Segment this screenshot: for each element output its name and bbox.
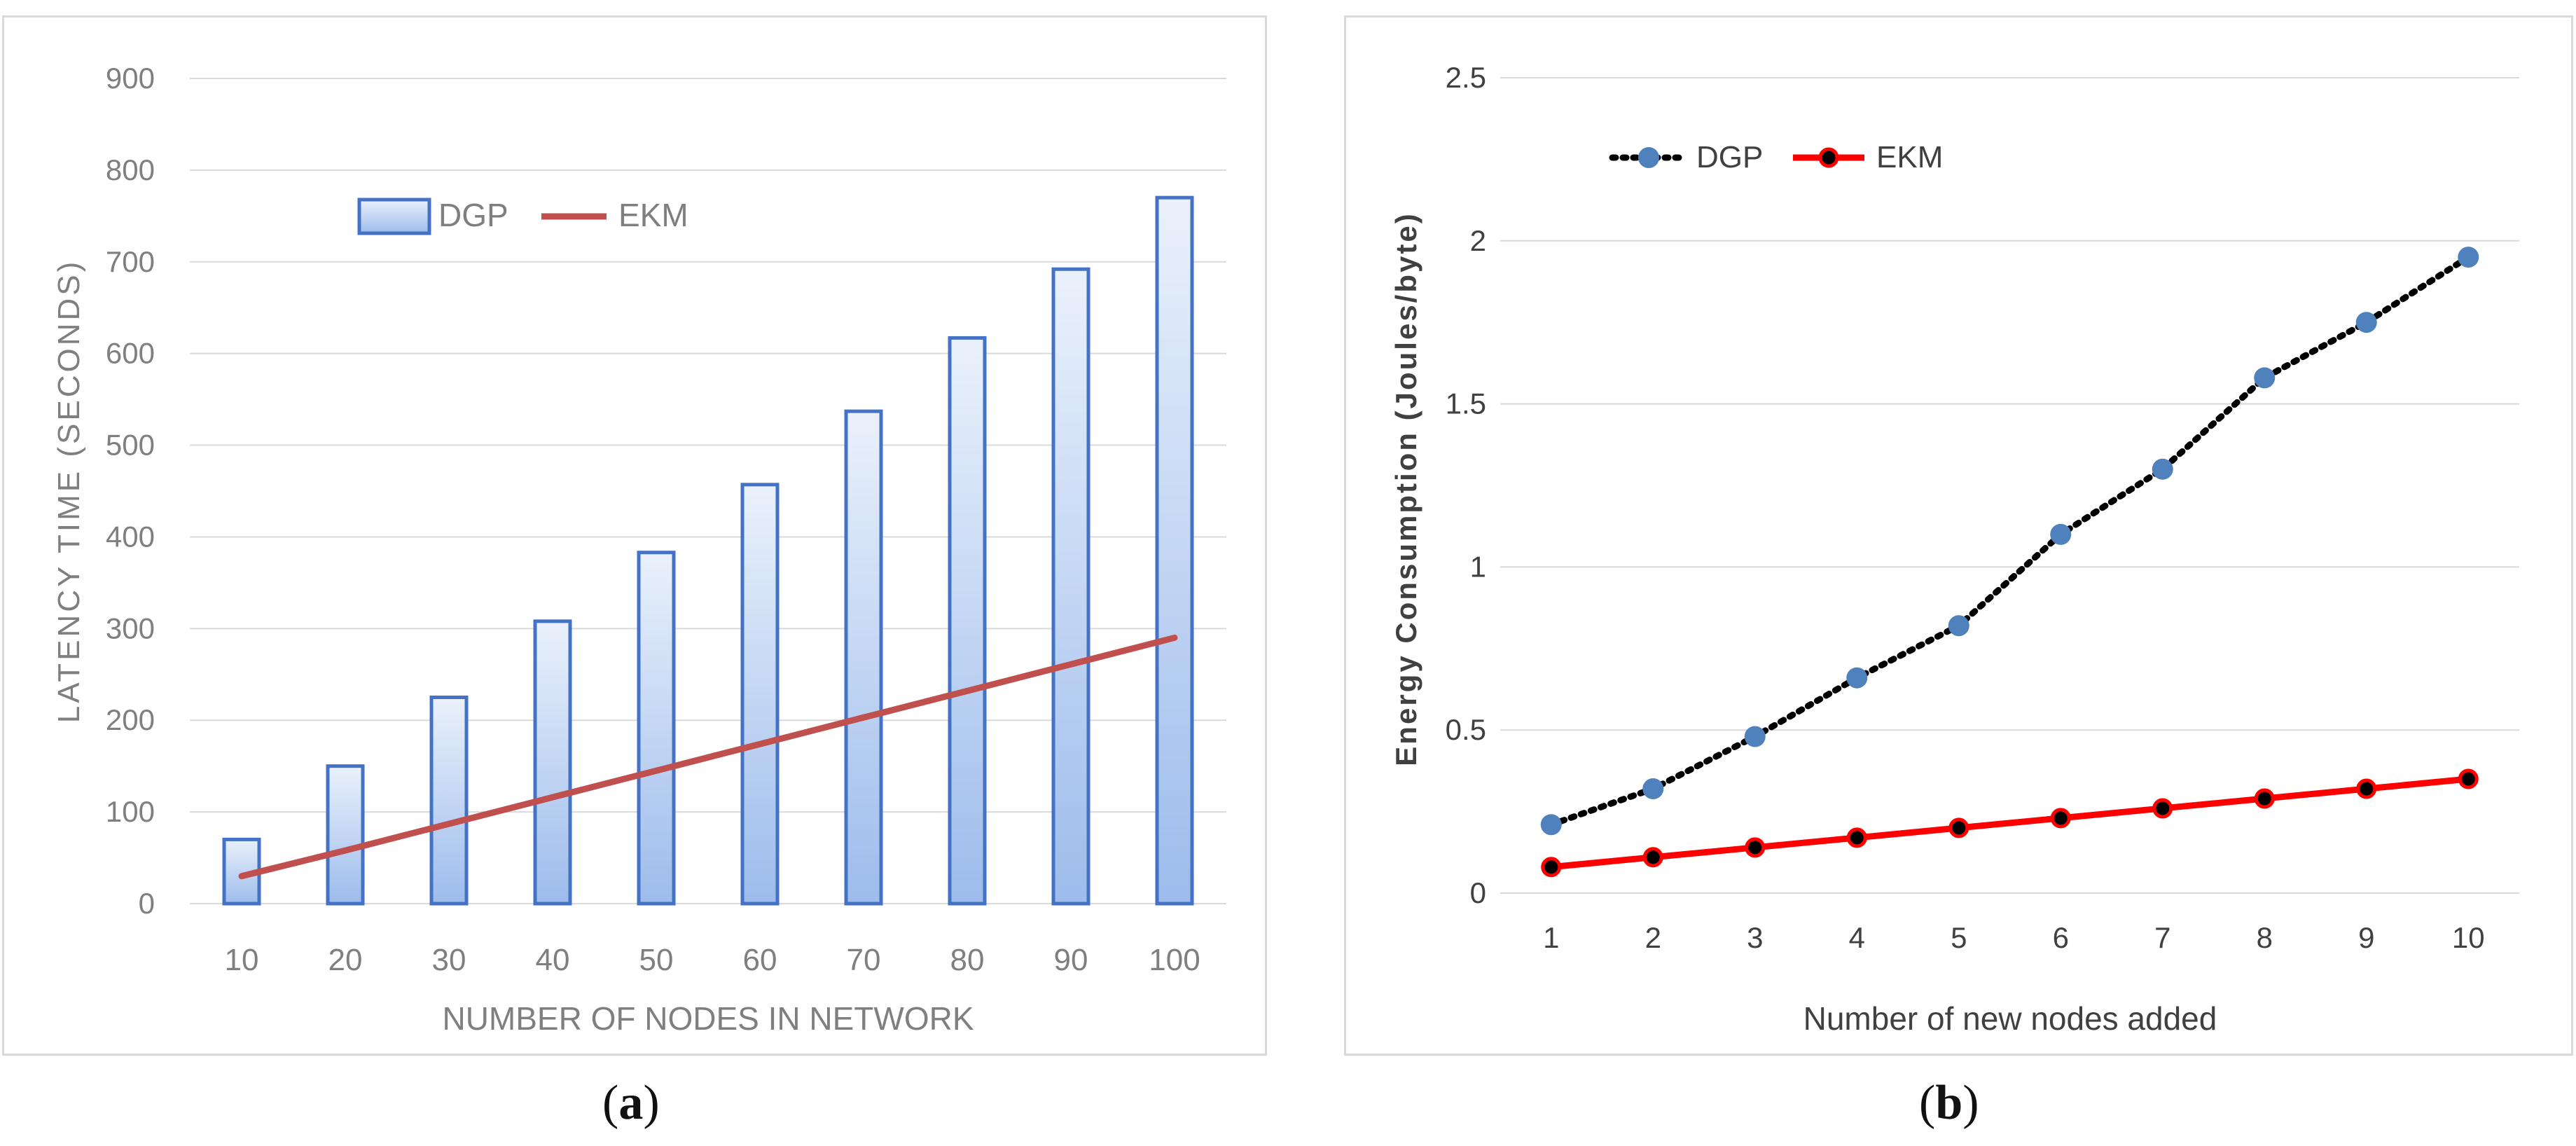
caption-a: (a) xyxy=(602,1076,660,1130)
y-tick-label: 2.5 xyxy=(1446,61,1486,94)
chart-panel-b: 0 0.5 1 1.5 2 2.5 1 2 3 4 5 6 7 8 9 10 Number of new nod… xyxy=(1344,15,2573,1056)
y-tick-label: 100 xyxy=(106,795,155,828)
y-tick-label: 500 xyxy=(106,429,155,462)
chart-panel-a: 0 100 200 300 400 500 600 700 800 900 10 20 30 40 50 60… xyxy=(2,15,1267,1056)
x-tick-label: 3 xyxy=(1747,921,1763,954)
y-tick-label: 2 xyxy=(1470,224,1486,257)
legend-marker-dgp xyxy=(1638,147,1659,168)
bar-dgp xyxy=(326,764,365,906)
y-tick-label: 600 xyxy=(106,337,155,370)
x-tick-label: 9 xyxy=(2358,921,2374,954)
x-tick-label: 1 xyxy=(1543,921,1559,954)
point-dgp xyxy=(2152,458,2173,480)
bar-dgp xyxy=(844,409,883,906)
bar-dgp xyxy=(429,696,469,906)
y-tick-label: 200 xyxy=(106,703,155,736)
x-tick-label: 60 xyxy=(743,943,777,977)
y-tick-label: 0 xyxy=(1470,876,1486,909)
legend-label-ekm: EKM xyxy=(618,197,688,233)
y-tick-label: 900 xyxy=(106,62,155,95)
x-axis-title: NUMBER OF NODES IN NETWORK xyxy=(442,1000,974,1037)
point-dgp xyxy=(2355,312,2377,333)
x-tick-label: 6 xyxy=(2053,921,2069,954)
x-tick-label: 100 xyxy=(1149,943,1200,977)
legend-marker-ekm xyxy=(1818,147,1839,168)
x-tick-label: 10 xyxy=(2452,921,2485,954)
x-tick-label: 80 xyxy=(950,943,985,977)
y-tick-label: 400 xyxy=(106,520,155,553)
x-axis-title: Number of new nodes added xyxy=(1803,1000,2217,1037)
caption-b: (b) xyxy=(1919,1076,1979,1130)
point-dgp xyxy=(1642,778,1664,800)
bar-dgp xyxy=(1155,195,1194,906)
point-ekm xyxy=(2050,808,2071,829)
x-tick-label: 20 xyxy=(328,943,363,977)
x-tick-label: 90 xyxy=(1054,943,1088,977)
x-tick-label: 2 xyxy=(1645,921,1661,954)
caption-b-label: b xyxy=(1935,1076,1963,1130)
x-tick-label: 5 xyxy=(1951,921,1967,954)
line-dgp xyxy=(1548,254,2472,828)
point-dgp xyxy=(1846,667,1868,689)
y-tick-label: 700 xyxy=(106,245,155,278)
caption-a-label: a xyxy=(618,1076,644,1130)
point-ekm xyxy=(1948,817,1969,838)
legend-label-dgp: DGP xyxy=(438,197,508,233)
legend-label-ekm: EKM xyxy=(1876,140,1943,174)
y-tick-label: 0 xyxy=(139,887,155,920)
y-tick-label: 1.5 xyxy=(1446,387,1486,420)
point-ekm xyxy=(2152,798,2173,819)
x-tick-label: 70 xyxy=(847,943,881,977)
point-dgp xyxy=(2254,367,2276,389)
point-dgp xyxy=(2050,523,2072,545)
bar-dgp xyxy=(1051,267,1090,906)
point-ekm xyxy=(1541,857,1562,878)
x-tick-label: 7 xyxy=(2154,921,2170,954)
point-dgp xyxy=(1744,726,1766,747)
y-axis-title: LATENCY TIME (SECONDS) xyxy=(52,259,86,724)
point-ekm xyxy=(1846,827,1867,848)
point-ekm xyxy=(1642,847,1663,868)
point-dgp xyxy=(2458,247,2479,268)
bar-dgp xyxy=(740,483,780,906)
x-tick-label: 30 xyxy=(432,943,466,977)
bar-dgp xyxy=(637,551,676,906)
x-tick-label: 10 xyxy=(225,943,259,977)
legend-swatch-dgp xyxy=(357,198,431,235)
y-axis-title: Energy Consumption (Joules/byte) xyxy=(1390,212,1422,766)
latency-chart: 0 100 200 300 400 500 600 700 800 900 10 20 30 40 50 60… xyxy=(52,62,1226,1037)
x-tick-label: 4 xyxy=(1849,921,1865,954)
x-tick-label: 50 xyxy=(639,943,674,977)
point-dgp xyxy=(1540,814,1562,836)
legend-label-dgp: DGP xyxy=(1696,140,1763,174)
y-tick-label: 300 xyxy=(106,612,155,644)
x-tick-label: 40 xyxy=(536,943,570,977)
y-tick-label: 800 xyxy=(106,153,155,186)
x-tick-label: 8 xyxy=(2257,921,2273,954)
y-tick-label: 1 xyxy=(1470,550,1486,583)
line-ekm xyxy=(238,634,1178,880)
line-ekm xyxy=(1551,775,2469,871)
bar-dgp xyxy=(533,619,572,906)
point-dgp xyxy=(1948,615,1969,637)
bar-dgp xyxy=(948,336,987,906)
energy-chart: 0 0.5 1 1.5 2 2.5 1 2 3 4 5 6 7 8 9 10 Number of new nod… xyxy=(1390,61,2519,1037)
point-ekm xyxy=(2458,768,2479,789)
y-tick-label: 0.5 xyxy=(1446,713,1486,746)
point-ekm xyxy=(2356,778,2377,799)
point-ekm xyxy=(1745,837,1766,858)
point-ekm xyxy=(2254,788,2275,809)
